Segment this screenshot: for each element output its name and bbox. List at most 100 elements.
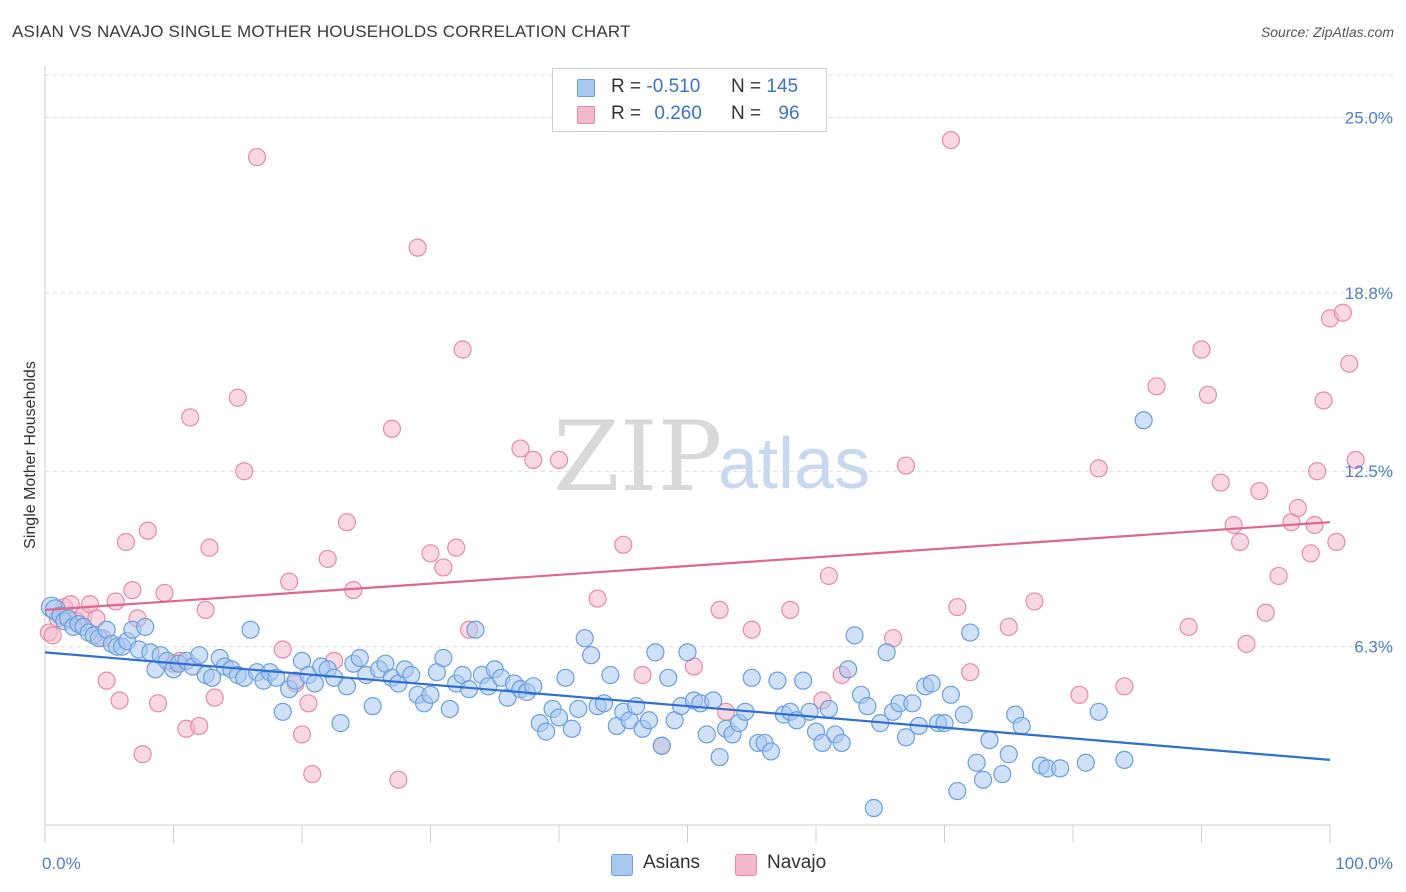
navajo-point <box>116 532 136 552</box>
navajo-point <box>155 583 174 603</box>
legend-n-asians: N = 145 <box>731 76 799 97</box>
asian-point <box>678 643 697 662</box>
navajo-point <box>205 688 224 707</box>
navajo-swatch <box>577 106 595 124</box>
asian-point <box>922 674 941 693</box>
asian-point <box>819 699 838 719</box>
navajo-trend-line <box>44 521 1331 612</box>
asian-point <box>267 668 286 687</box>
asian-point <box>858 697 877 716</box>
asian-point <box>556 668 575 687</box>
asian-point <box>710 747 729 767</box>
navajo-point <box>292 725 312 744</box>
navajo-point <box>819 566 838 586</box>
navajo-point <box>1308 462 1327 481</box>
navajo-point <box>421 544 440 563</box>
asian-point <box>646 643 665 662</box>
legend-r-value-asians: -0.510 <box>646 76 701 97</box>
asian-point <box>190 646 209 665</box>
asian-point <box>813 733 832 753</box>
bottom-legend: Asians Navajo <box>0 852 1406 878</box>
asian-point <box>941 685 961 704</box>
asian-point <box>202 668 222 687</box>
asian-point <box>136 617 155 636</box>
asian-point <box>575 629 594 648</box>
navajo-point <box>1230 532 1250 552</box>
navajo-point <box>299 694 318 713</box>
navajo-point <box>1340 354 1359 373</box>
asian-point <box>402 665 421 685</box>
asian-point <box>948 781 967 801</box>
legend-r-asians: R = -0.510 <box>611 76 701 97</box>
navajo-point <box>453 340 472 359</box>
tick-labels: 6.3% 12.5% 18.8% 25.0% 0.0% 100.0% <box>42 108 1393 873</box>
asian-point <box>440 699 459 719</box>
navajo-point <box>1269 566 1288 586</box>
navajo-point <box>1314 391 1333 410</box>
navajo-point <box>588 589 607 608</box>
navajo-point <box>1333 303 1352 322</box>
legend-n-value-asians: 145 <box>766 76 799 97</box>
asian-point <box>903 694 922 713</box>
navajo-point <box>1025 592 1044 611</box>
asian-point <box>832 733 851 753</box>
navajo-point <box>280 572 299 591</box>
asian-points <box>40 411 1153 818</box>
navajo-point <box>1179 617 1198 636</box>
navajo-point <box>1346 450 1365 470</box>
navajo-point <box>614 535 633 554</box>
navajo-point <box>1237 634 1256 653</box>
asian-point <box>466 620 485 639</box>
asian-point <box>742 668 761 687</box>
navajo-point <box>1327 532 1346 552</box>
y-tick-label: 12.5% <box>1345 462 1393 481</box>
asian-point <box>1012 716 1031 736</box>
asian-point <box>537 722 556 741</box>
asian-point <box>1051 759 1070 778</box>
chart-title: ASIAN VS NAVAJO SINGLE MOTHER HOUSEHOLDS… <box>12 22 631 41</box>
navajo-point <box>408 238 427 257</box>
navajo-point <box>1288 498 1307 518</box>
source-label: Source: ZipAtlas.com <box>1260 24 1394 40</box>
navajo-point <box>382 419 402 438</box>
navajo-point <box>200 538 219 557</box>
navajo-point <box>549 450 569 470</box>
watermark-atlas: atlas <box>718 424 870 504</box>
navajo-point <box>123 580 142 600</box>
asian-point <box>549 708 569 727</box>
navajo-point <box>133 745 152 764</box>
asian-point <box>999 745 1018 764</box>
asian-point <box>582 646 601 665</box>
navajo-point <box>1301 544 1320 563</box>
asian-point <box>434 648 453 668</box>
asian-point <box>961 623 980 642</box>
navajo-point <box>434 558 453 577</box>
navajo-point <box>961 663 980 682</box>
navajo-point <box>43 626 62 645</box>
asian-trend-line <box>44 651 1331 762</box>
navajo-point <box>106 592 125 611</box>
navajo-point <box>896 456 916 475</box>
trend-lines <box>44 521 1331 762</box>
asian-point <box>768 671 787 690</box>
navajo-point <box>196 600 215 620</box>
legend: R = -0.510 N = 145 R = 0.260 N = 96 <box>552 68 827 132</box>
asian-point <box>594 694 614 713</box>
navajo-point <box>181 408 200 427</box>
navajo-point <box>1115 677 1134 696</box>
navajo-point <box>1256 603 1275 622</box>
asian-point <box>896 728 916 747</box>
asian-point <box>973 770 993 789</box>
asian-point <box>877 643 896 662</box>
watermark-zip: ZIP <box>553 401 722 513</box>
legend-n-value-navajo: 96 <box>778 103 800 124</box>
navajo-point <box>1250 481 1269 501</box>
navajo-point <box>941 130 961 150</box>
asian-point <box>980 730 999 750</box>
asian-point <box>331 714 350 733</box>
asian-point <box>1115 750 1134 770</box>
asian-point <box>1134 411 1153 430</box>
asian-point <box>954 705 973 724</box>
asian-point <box>337 677 357 696</box>
